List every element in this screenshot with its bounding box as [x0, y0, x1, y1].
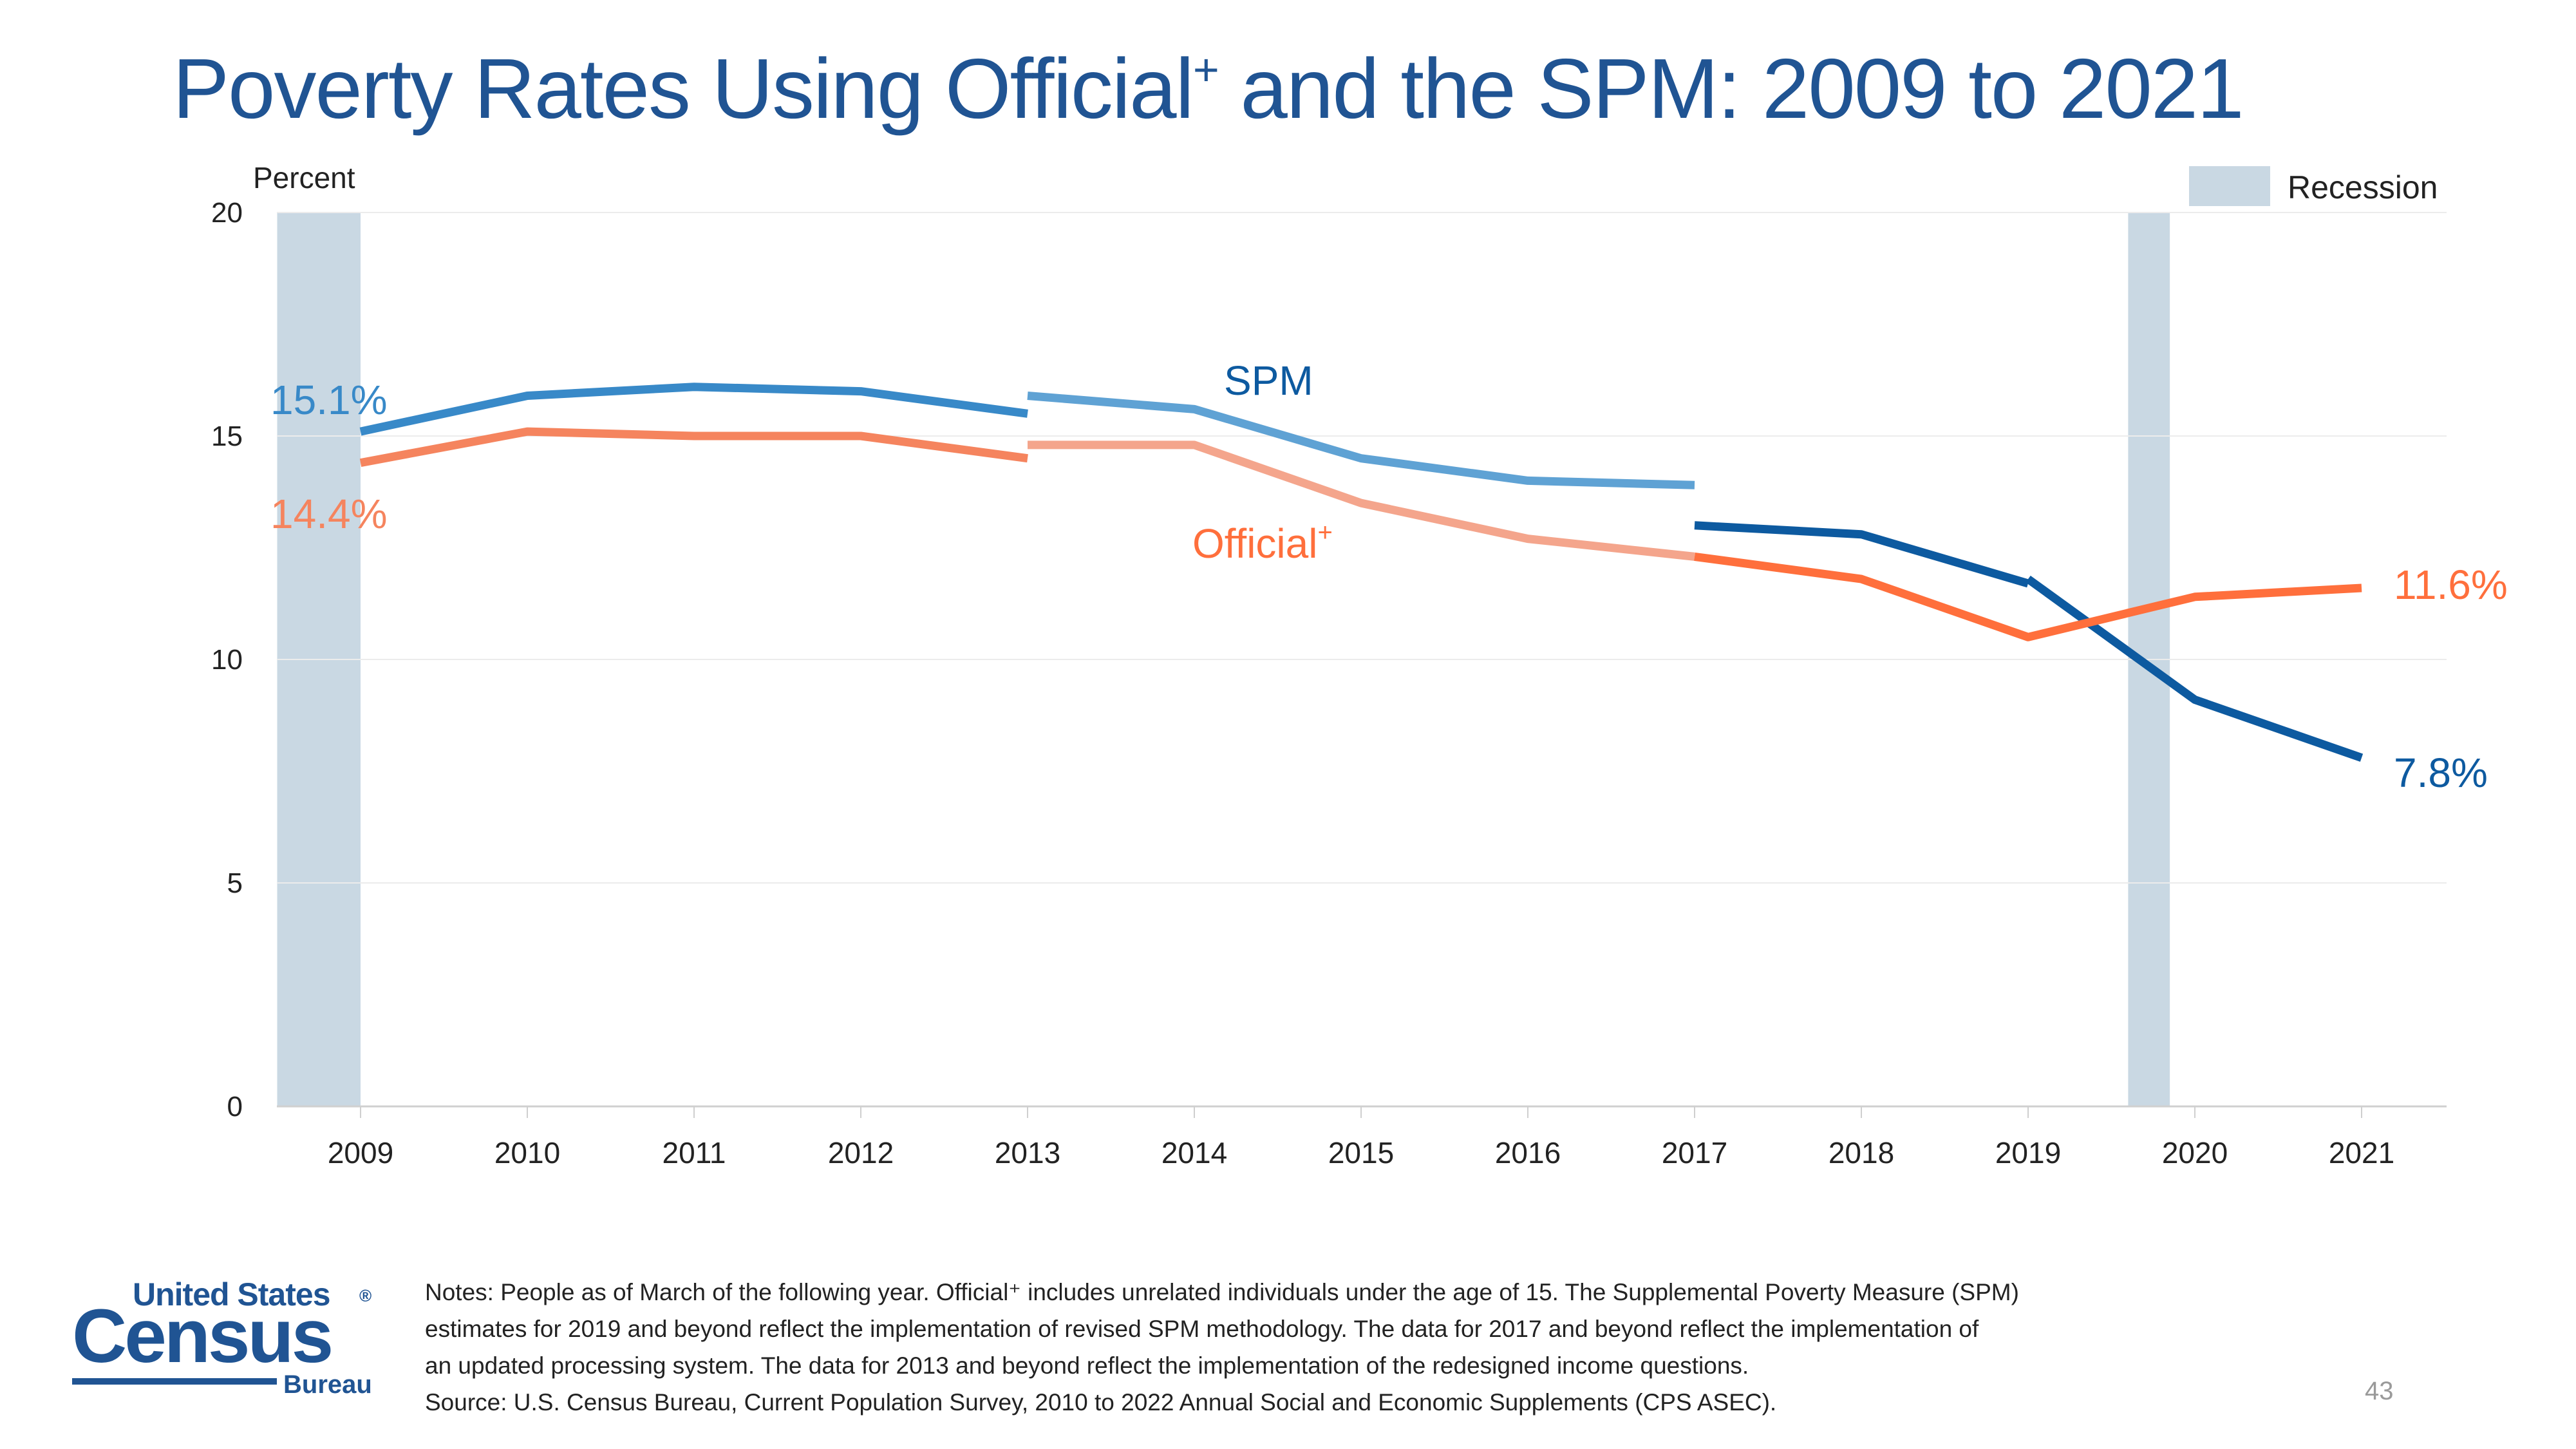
notes-line-1: Notes: People as of March of the followi… [425, 1279, 2019, 1305]
official-end-value-label: 11.6% [2394, 562, 2508, 608]
official-series-label: Official+ [1192, 518, 1333, 567]
chart-annotations: 15.1% 14.4% 11.6% 7.8% SPM Official+ [270, 357, 2508, 796]
spm-line-segment-4 [2026, 575, 2364, 762]
title-superscript: + [1192, 44, 1219, 95]
spm-start-value-label: 15.1% [270, 377, 387, 423]
page-number: 43 [2365, 1377, 2394, 1405]
x-tick-label-2020: 2020 [2162, 1136, 2228, 1170]
x-tick-label-2015: 2015 [1328, 1136, 1394, 1170]
x-tick-label-2014: 2014 [1161, 1136, 1227, 1170]
poverty-rate-chart: 2009 2010 2011 2012 2013 2014 2015 2016 2017 2018… [211, 161, 2508, 1170]
legend-recession-swatch [2189, 166, 2270, 206]
x-tick-label-2011: 2011 [663, 1136, 726, 1170]
y-tick-label-15: 15 [211, 421, 243, 452]
official-series-label-superscript: + [1317, 518, 1332, 547]
legend-recession-label: Recession [2288, 169, 2438, 205]
notes-source: Source: U.S. Census Bureau, Current Popu… [425, 1389, 1777, 1416]
spm-line-segment-1 [359, 383, 1028, 436]
official-start-value-label: 14.4% [270, 491, 387, 537]
spm-line-segment-3 [1694, 521, 2029, 588]
official-line-segment-2 [1028, 440, 1695, 561]
y-tick-label-0: 0 [227, 1091, 243, 1122]
official-series-label-main: Official [1192, 520, 1317, 567]
legend: Recession [2189, 166, 2438, 206]
x-tick-label-2018: 2018 [1829, 1136, 1894, 1170]
logo-line3: Bureau [283, 1370, 372, 1399]
y-tick-label-10: 10 [211, 644, 243, 676]
gridlines [277, 212, 2447, 1108]
x-tick-label-2017: 2017 [1662, 1136, 1727, 1170]
x-tick-label-2016: 2016 [1495, 1136, 1561, 1170]
y-axis-title: Percent [253, 161, 355, 194]
x-tick-label-2012: 2012 [828, 1136, 894, 1170]
y-axis: 0 5 10 15 20 Percent [211, 161, 355, 1122]
x-axis: 2009 2010 2011 2012 2013 2014 2015 2016 2017 2018… [328, 1106, 2394, 1170]
slide-title: Poverty Rates Using Official+ and the SP… [173, 40, 2244, 137]
notes-line-3: an updated processing system. The data f… [425, 1352, 1749, 1379]
x-tick-label-2021: 2021 [2329, 1136, 2394, 1170]
x-tick-label-2013: 2013 [995, 1136, 1060, 1170]
logo-line1: United States [133, 1278, 330, 1312]
x-tick-label-2019: 2019 [1995, 1136, 2061, 1170]
title-main: Poverty Rates Using Official [173, 41, 1194, 136]
series-lines [359, 383, 2364, 762]
official-line-segment-3 [1694, 552, 2362, 641]
spm-end-value-label: 7.8% [2394, 750, 2488, 796]
notes-block: Notes: People as of March of the followi… [425, 1274, 2292, 1421]
spm-series-label: SPM [1224, 357, 1313, 404]
logo-underline [72, 1378, 277, 1385]
logo-registered-mark: ® [359, 1286, 371, 1305]
title-rest: and the SPM: 2009 to 2021 [1217, 41, 2244, 136]
census-bureau-logo: United States ® Census Bureau [72, 1278, 372, 1399]
logo-line2: Census [72, 1294, 331, 1379]
y-tick-label-5: 5 [227, 867, 243, 899]
x-tick-label-2009: 2009 [328, 1136, 393, 1170]
notes-line-2: estimates for 2019 and beyond reflect th… [425, 1316, 1979, 1342]
spm-line-segment-2 [1027, 392, 1695, 489]
y-tick-label-20: 20 [211, 197, 243, 229]
x-tick-label-2010: 2010 [494, 1136, 560, 1170]
official-line-segment-1 [359, 427, 1028, 467]
